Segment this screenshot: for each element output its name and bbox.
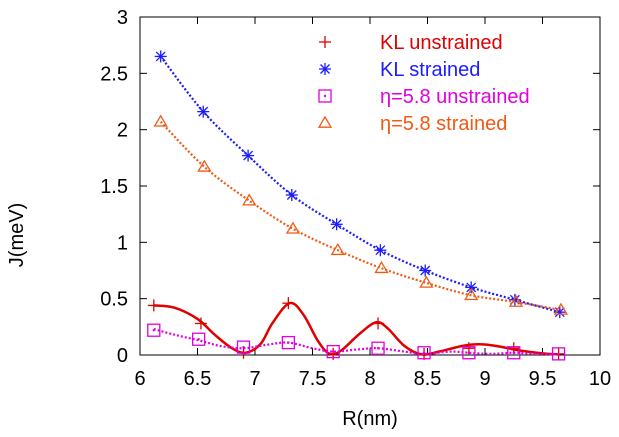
axes: 6 6.5 7 7.5 8 8.5 9 9.5 10 0 0.5 1 1.5 2 2.5 3 [100, 7, 611, 390]
data-point [553, 302, 569, 315]
data-point [147, 323, 161, 337]
data-point [330, 218, 343, 231]
data-point [285, 189, 298, 202]
data-point [317, 115, 333, 128]
legend-label: KL strained [380, 59, 480, 81]
y-tick-label: 0 [117, 345, 128, 367]
data-point [197, 105, 210, 118]
x-tick-label: 7 [249, 368, 260, 390]
data-point [462, 346, 476, 360]
y-tick-label: 1.5 [100, 176, 128, 198]
data-point [507, 346, 521, 360]
legend-label: η=5.8 strained [380, 113, 507, 135]
data-point [281, 335, 296, 350]
legend-entry: KL strained [319, 59, 480, 81]
series-1 [154, 50, 566, 319]
data-point [191, 332, 206, 346]
x-tick-label: 6.5 [184, 368, 212, 390]
series-3 [153, 114, 569, 315]
y-tick-label: 2 [117, 120, 128, 142]
y-tick-label: 1 [117, 232, 128, 254]
data-point [154, 50, 167, 63]
y-tick-label: 3 [117, 7, 128, 29]
x-tick-label: 9.5 [529, 368, 557, 390]
legend: KL unstrained KL strained η=5.8 unstrained… [317, 32, 530, 135]
x-tick-label: 9 [479, 368, 490, 390]
data-point [464, 288, 479, 301]
data-point [236, 340, 251, 354]
series-line [159, 121, 562, 312]
data-point [197, 159, 212, 172]
series-2 [147, 323, 566, 361]
x-axis-label: R(nm) [342, 408, 398, 430]
data-point [374, 260, 389, 274]
plot-series [147, 50, 569, 361]
data-point [242, 149, 255, 162]
data-point [153, 114, 168, 127]
data-point [326, 344, 340, 359]
data-point [147, 299, 160, 312]
data-point [319, 36, 331, 48]
data-point [508, 294, 524, 307]
y-axis-label: J(meV) [6, 203, 28, 267]
data-point [417, 346, 431, 360]
data-point [194, 317, 207, 330]
data-point [242, 193, 257, 206]
legend-entry: η=5.8 strained [317, 113, 507, 135]
data-point [282, 297, 295, 310]
data-point [551, 347, 566, 361]
y-tick-label: 0.5 [100, 289, 128, 311]
data-point [419, 264, 432, 277]
data-point [465, 281, 478, 294]
data-point [285, 221, 301, 234]
legend-entry: KL unstrained [319, 32, 503, 54]
data-point [318, 89, 332, 103]
x-tick-label: 6 [134, 368, 145, 390]
legend-entry: η=5.8 unstrained [318, 86, 530, 108]
data-point [319, 63, 331, 75]
legend-label: KL unstrained [380, 32, 503, 54]
x-tick-label: 10 [589, 368, 611, 390]
y-tick-label: 2.5 [100, 63, 128, 85]
data-point [371, 341, 385, 355]
x-tick-label: 7.5 [299, 368, 327, 390]
legend-label: η=5.8 unstrained [380, 86, 530, 108]
data-point [374, 244, 387, 257]
x-tick-label: 8.5 [414, 368, 442, 390]
series-line [153, 328, 559, 356]
data-point [419, 275, 434, 288]
data-point [330, 242, 345, 256]
x-tick-label: 8 [364, 368, 375, 390]
series-line [153, 301, 559, 356]
data-point [372, 317, 385, 330]
